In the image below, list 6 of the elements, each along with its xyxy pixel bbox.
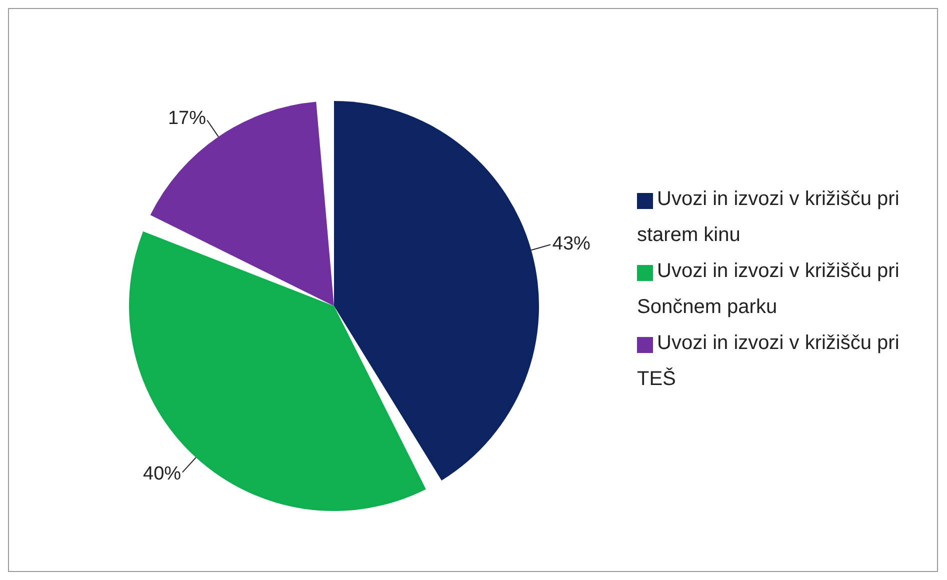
legend-label: Uvozi in izvozi v križišču pri starem kinu bbox=[637, 188, 900, 246]
data-label: 17% bbox=[168, 108, 206, 130]
legend-label: Uvozi in izvozi v križišču pri TEŠ bbox=[637, 332, 900, 390]
data-label: 40% bbox=[143, 463, 182, 484]
legend-label: Uvozi in izvozi v križišču pri Sončnem parku bbox=[637, 260, 900, 318]
data-label: 43% bbox=[552, 234, 591, 255]
